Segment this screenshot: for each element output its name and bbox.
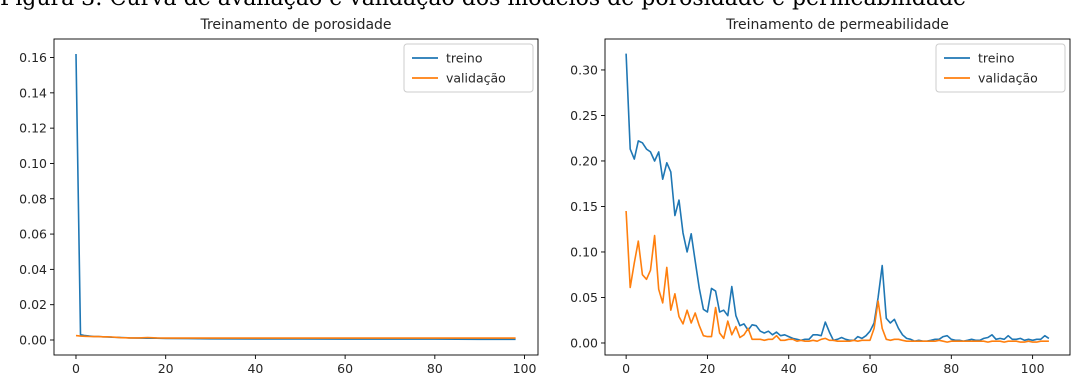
series-line-treino	[625, 53, 1050, 343]
series-line-validao	[625, 210, 1049, 343]
y-tick-label: 0.10	[19, 156, 47, 171]
y-tick-label: 0.12	[19, 121, 47, 136]
legend: treino validação	[935, 43, 1066, 93]
y-tick-label: 0.00	[19, 332, 47, 347]
y-tick-label: 0.16	[19, 50, 47, 65]
x-tick-label: 20	[699, 361, 715, 376]
plot-frame	[604, 38, 1071, 356]
y-tick-label: 0.02	[19, 297, 47, 312]
x-tick-label: 20	[158, 361, 174, 376]
x-tick-label: 100	[1021, 361, 1045, 376]
legend-label: validação	[446, 71, 506, 86]
y-tick-label: 0.20	[570, 153, 598, 168]
y-tick-label: 0.10	[570, 244, 598, 259]
series-line-validao	[75, 334, 516, 339]
legend-box	[403, 43, 534, 93]
legend-box	[935, 43, 1066, 93]
x-tick-label: 60	[862, 361, 878, 376]
figure-caption-cut: Figura 3: Curva de avaliação e validação…	[0, 0, 1075, 16]
chart-title: Treinamento de permeabilidade	[725, 17, 949, 33]
y-tick-label: 0.08	[19, 191, 47, 206]
legend: treino validação	[403, 43, 534, 93]
legend-label: treino	[978, 51, 1015, 66]
x-tick-label: 80	[943, 361, 959, 376]
x-tick-label: 60	[337, 361, 353, 376]
legend-label: validação	[978, 71, 1038, 86]
chart-2: Treinamento de permeabilidade 0 20 40 60 80 10…	[570, 17, 1071, 376]
chart-title: Treinamento de porosidade	[199, 17, 391, 33]
y-tick-label: 0.00	[570, 335, 598, 350]
x-tick-label: 100	[513, 361, 537, 376]
legend-label: treino	[446, 51, 483, 66]
plot-frame	[53, 38, 539, 356]
x-tick-label: 40	[781, 361, 797, 376]
y-tick-label: 0.14	[19, 85, 47, 100]
x-tick-label: 0	[72, 361, 80, 376]
series-line-treino	[75, 53, 516, 341]
y-tick-label: 0.05	[570, 290, 598, 305]
y-tick-label: 0.06	[19, 227, 47, 242]
x-tick-label: 80	[427, 361, 443, 376]
y-tick-label: 0.30	[570, 62, 598, 77]
x-tick-label: 0	[622, 361, 630, 376]
chart-1: Treinamento de porosidade 0 20 40 60 80 100 0.0…	[19, 17, 539, 376]
x-tick-label: 40	[247, 361, 263, 376]
y-tick-label: 0.25	[570, 108, 598, 123]
y-tick-label: 0.04	[19, 262, 47, 277]
y-tick-label: 0.15	[570, 199, 598, 214]
